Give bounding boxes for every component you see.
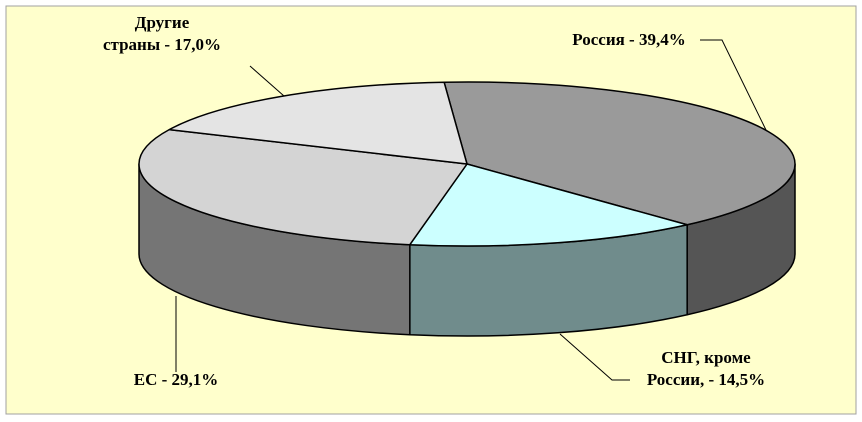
data-label: Другие страны - 17,0% (102, 13, 222, 54)
pie-slice (443, 81, 796, 226)
pie-tops (138, 81, 796, 247)
data-label: Россия - 39,4% (572, 30, 686, 49)
leader-line (700, 39, 767, 131)
pie-slice (138, 128, 468, 246)
data-label: СНГ, кроме России, - 14,5% (646, 348, 766, 389)
leader-line (249, 65, 285, 97)
data-label: ЕС - 29,1% (133, 370, 219, 389)
leader-line (559, 333, 630, 381)
pie-slice (168, 81, 468, 165)
pie-slice (409, 163, 688, 247)
